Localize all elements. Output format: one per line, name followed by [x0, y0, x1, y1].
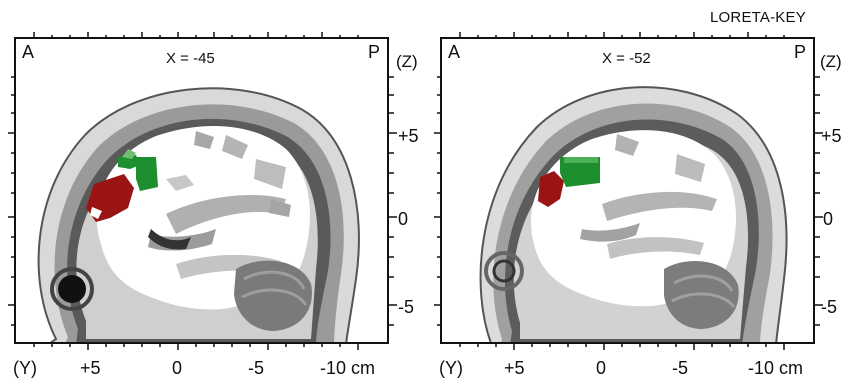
- z-tick-minus5-left: -5: [398, 297, 415, 317]
- top-ticks-right: [459, 32, 785, 38]
- anterior-label-right: A: [448, 42, 461, 62]
- top-ticks-left: [33, 32, 359, 38]
- y-tick-minus5-right: -5: [672, 358, 689, 378]
- bottom-ticks-left: [33, 344, 359, 350]
- y-tick-0-right: 0: [596, 358, 607, 378]
- bottom-ticks-right: [459, 344, 785, 350]
- y-tick-plus5-right: +5: [504, 358, 525, 378]
- brain-scan-left: [37, 87, 360, 342]
- y-tick-plus5-left: +5: [80, 358, 101, 378]
- z-axis-label-right: (Z): [820, 52, 842, 71]
- y-tick-minus10-right: -10 cm: [748, 358, 804, 378]
- z-tick-plus5-right: +5: [821, 126, 842, 146]
- sagittal-panel-right: A P X = -52: [440, 37, 815, 344]
- slice-label-right: X = -52: [602, 50, 651, 67]
- side-ticks-left-b: [389, 76, 397, 326]
- slice-label-left: X = -45: [166, 50, 215, 67]
- side-ticks-right-a: [434, 76, 442, 326]
- y-tick-minus10-left: -10 cm: [320, 358, 376, 378]
- posterior-label-right: P: [794, 42, 807, 62]
- z-tick-0-left: 0: [398, 209, 409, 229]
- y-axis-label-left: (Y): [13, 358, 37, 378]
- z-tick-minus5-right: -5: [821, 297, 838, 317]
- posterior-label-left: P: [368, 42, 381, 62]
- z-tick-plus5-left: +5: [398, 126, 419, 146]
- anterior-label-left: A: [22, 42, 35, 62]
- y-tick-0-left: 0: [172, 358, 183, 378]
- y-axis-label-right: (Y): [439, 358, 463, 378]
- z-tick-0-right: 0: [823, 209, 834, 229]
- brain-scan-right: [479, 86, 788, 342]
- y-tick-minus5-left: -5: [248, 358, 265, 378]
- sagittal-panel-left: A P X = -45: [14, 37, 389, 344]
- software-label: LORETA-KEY: [710, 9, 806, 26]
- side-ticks-right-b: [815, 76, 823, 326]
- side-ticks-left-a: [8, 76, 16, 326]
- z-axis-label-left: (Z): [396, 52, 418, 71]
